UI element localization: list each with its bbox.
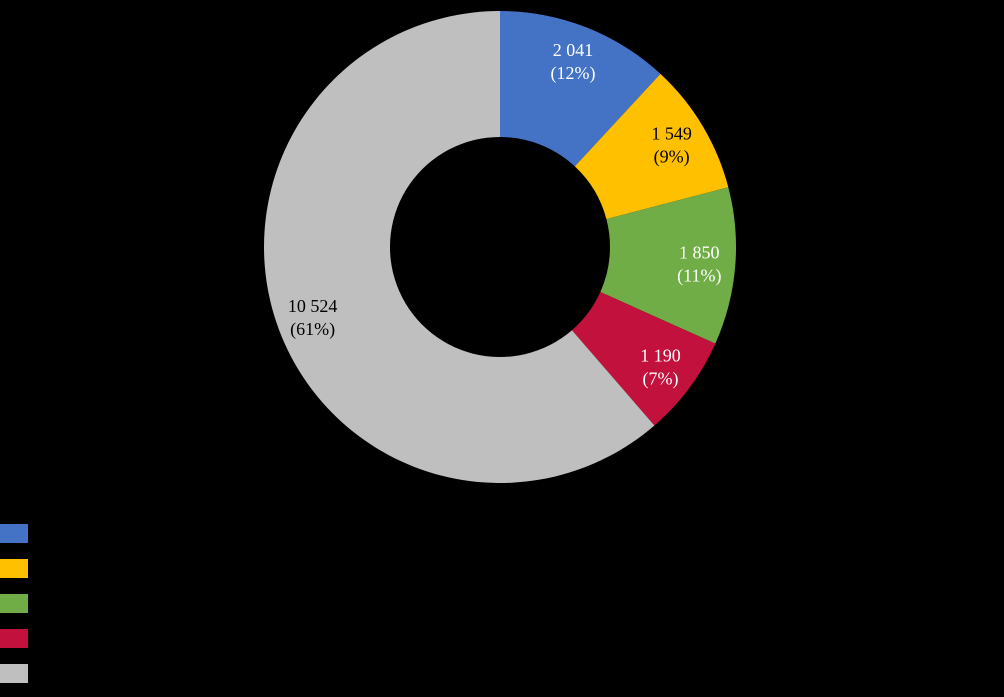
donut-slice	[574, 73, 729, 220]
legend-swatch	[0, 594, 28, 613]
legend	[0, 524, 28, 683]
donut-slice	[600, 187, 737, 344]
legend-swatch	[0, 664, 28, 683]
legend-swatch	[0, 524, 28, 543]
slice-label: 1 549 (9%)	[651, 123, 692, 167]
donut-slice	[264, 11, 655, 483]
donut-slice	[571, 292, 716, 426]
slice-label: 10 524 (61%)	[288, 296, 338, 340]
slice-label: 1 190 (7%)	[640, 345, 681, 389]
legend-swatch	[0, 559, 28, 578]
slice-label: 1 850 (11%)	[677, 243, 721, 287]
slice-label: 2 041 (12%)	[551, 40, 596, 84]
legend-swatch	[0, 629, 28, 648]
donut-slice	[500, 11, 661, 167]
